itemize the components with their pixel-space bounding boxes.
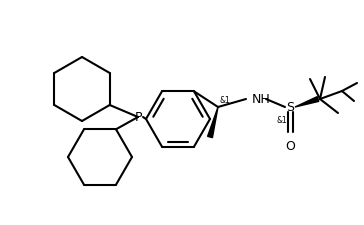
- Polygon shape: [295, 97, 319, 108]
- Text: &1: &1: [277, 115, 287, 124]
- Text: NH: NH: [252, 93, 271, 106]
- Text: &1: &1: [220, 96, 231, 105]
- Text: O: O: [285, 139, 295, 152]
- Text: P: P: [134, 111, 142, 124]
- Text: S: S: [286, 101, 294, 114]
- Polygon shape: [207, 108, 218, 138]
